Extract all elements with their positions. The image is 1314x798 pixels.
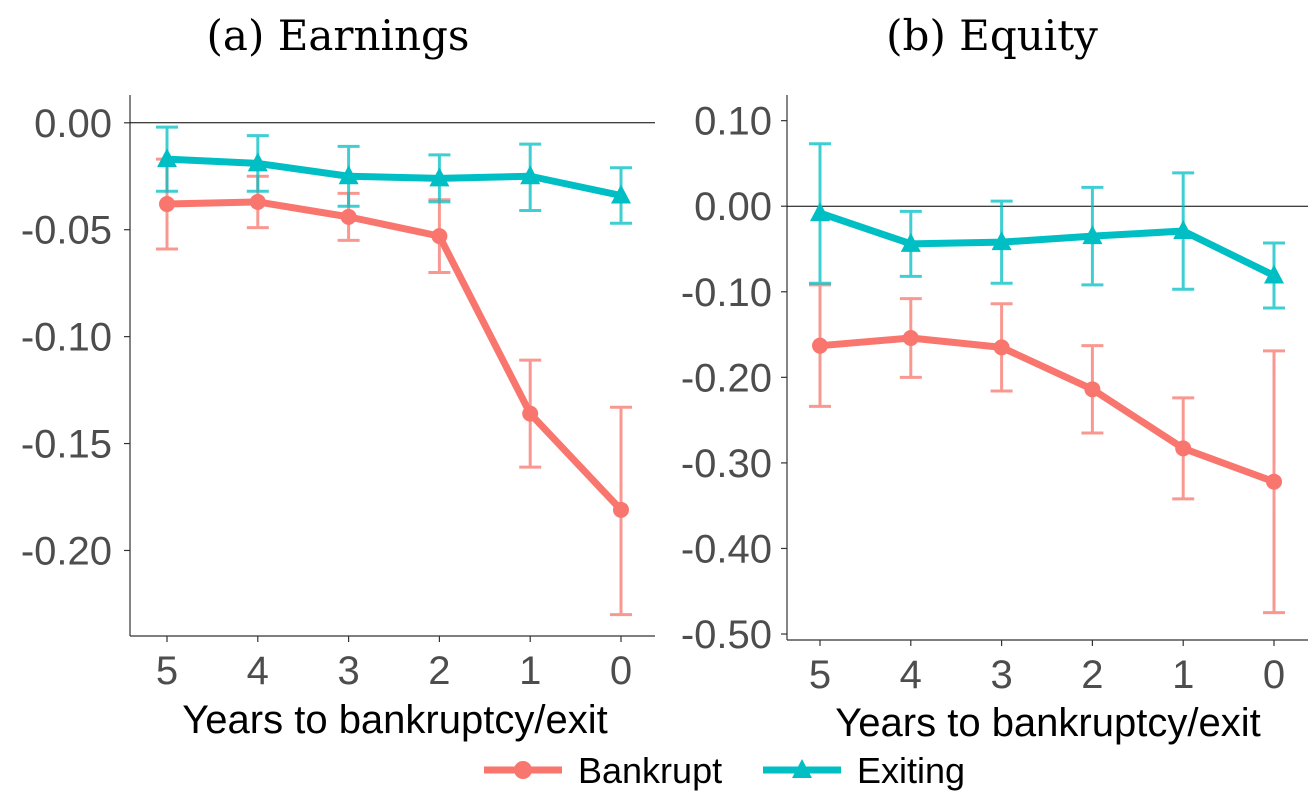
x-tick-label: 1 <box>1172 653 1194 697</box>
y-tick-label: -0.30 <box>681 442 772 486</box>
y-tick-label: -0.20 <box>681 356 772 400</box>
panel-equity: (b) Equity Years to bankruptcy/exit 0.10… <box>681 11 1308 745</box>
data-point-bankrupt <box>340 208 357 225</box>
panel-earnings: (a) Earnings Years to bankruptcy/exit 0.… <box>21 11 655 742</box>
x-tick-label: 4 <box>900 653 922 697</box>
y-tick-label: -0.40 <box>681 527 772 571</box>
legend-label-bankrupt: Bankrupt <box>578 750 722 791</box>
data-point-exiting <box>611 184 631 204</box>
legend-label-exiting: Exiting <box>857 750 965 791</box>
error-bars-bankrupt <box>809 283 1285 615</box>
legend-key-marker-bankrupt <box>514 761 532 779</box>
data-point-exiting <box>810 202 830 222</box>
y-tick-label: -0.10 <box>21 316 112 360</box>
y-tick-label: -0.10 <box>681 271 772 315</box>
data-point-exiting <box>157 148 177 168</box>
data-point-exiting <box>429 167 450 187</box>
series-line-exiting <box>816 209 1278 280</box>
x-tick-label: 2 <box>1081 653 1103 697</box>
x-tick-label: 3 <box>990 653 1012 697</box>
x-tick-label: 5 <box>809 653 831 697</box>
panel-title-earnings: (a) Earnings <box>207 11 470 60</box>
data-point-bankrupt <box>613 501 629 518</box>
data-point-exiting <box>1082 225 1103 245</box>
y-tick-label: 0.10 <box>694 100 772 144</box>
x-tick-label: 3 <box>337 649 359 693</box>
y-tick-label: 0.00 <box>34 102 112 146</box>
series-line-bankrupt <box>816 334 1278 486</box>
x-tick-label: 5 <box>156 649 178 693</box>
data-point-exiting <box>900 232 921 252</box>
y-tick-label: -0.20 <box>21 529 112 573</box>
data-point-exiting <box>520 165 541 185</box>
x-axis-title-earnings: Years to bankruptcy/exit <box>182 698 607 742</box>
y-tick-label: -0.05 <box>21 209 112 253</box>
x-tick-label: 2 <box>428 649 450 693</box>
legend-item-exiting: Exiting <box>763 750 965 791</box>
panel-title-equity: (b) Equity <box>886 11 1098 60</box>
data-point-bankrupt <box>249 193 266 210</box>
data-point-exiting <box>1173 220 1194 240</box>
data-point-bankrupt <box>522 405 539 422</box>
data-point-exiting <box>338 165 359 185</box>
data-point-bankrupt <box>993 339 1010 356</box>
data-point-bankrupt <box>159 196 175 213</box>
legend: Bankrupt Exiting <box>484 750 965 791</box>
data-point-bankrupt <box>431 228 448 245</box>
legend-item-bankrupt: Bankrupt <box>484 750 722 791</box>
data-point-exiting <box>991 231 1012 251</box>
data-point-bankrupt <box>902 329 919 346</box>
x-tick-label: 0 <box>610 649 632 693</box>
data-point-bankrupt <box>1266 473 1282 490</box>
error-bars-exiting <box>809 142 1285 310</box>
x-tick-label: 0 <box>1263 653 1285 697</box>
y-tick-label: 0.00 <box>694 185 772 229</box>
series-line-bankrupt <box>163 198 625 514</box>
x-tick-label: 4 <box>247 649 269 693</box>
y-tick-label: -0.15 <box>21 423 112 467</box>
series-line-exiting <box>163 155 625 200</box>
legend-key-marker-exiting <box>792 759 812 778</box>
data-point-exiting <box>247 152 268 172</box>
data-point-bankrupt <box>812 337 828 354</box>
data-point-bankrupt <box>1084 381 1101 398</box>
x-axis-title-equity: Years to bankruptcy/exit <box>835 701 1260 745</box>
data-point-bankrupt <box>1175 440 1192 457</box>
x-tick-label: 1 <box>519 649 541 693</box>
data-point-exiting <box>1264 264 1284 284</box>
y-tick-label: -0.50 <box>681 613 772 657</box>
